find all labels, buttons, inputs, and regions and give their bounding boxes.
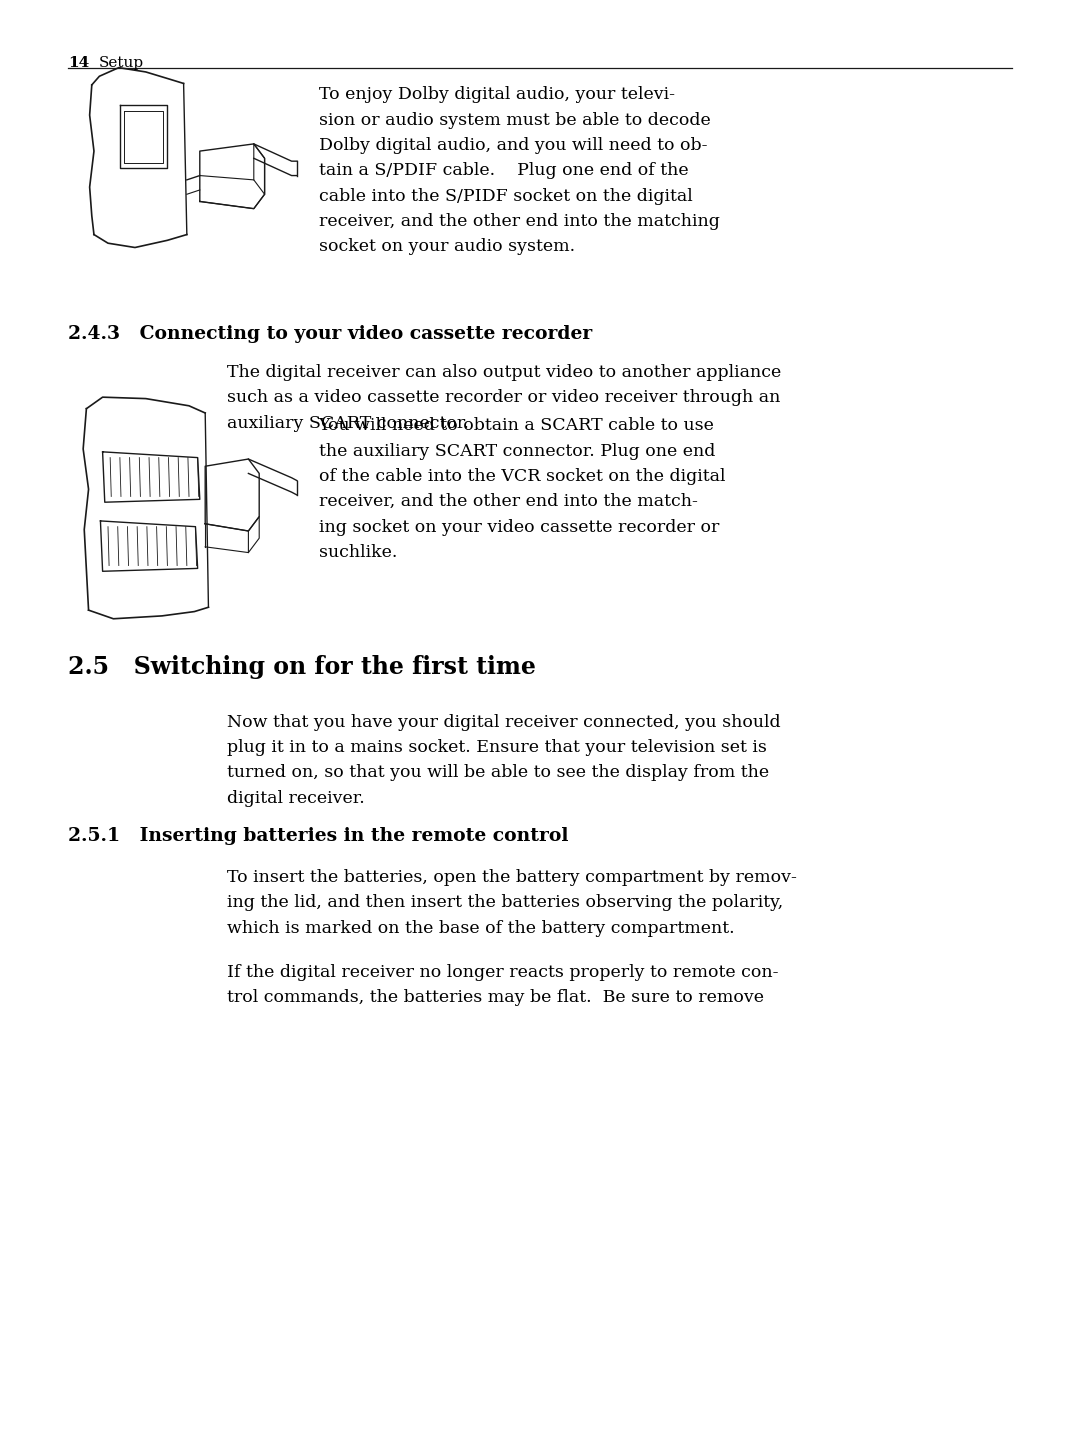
Text: 14: 14 (68, 56, 90, 71)
Text: sion or audio system must be able to decode: sion or audio system must be able to dec… (319, 112, 711, 128)
Text: The digital receiver can also output video to another appliance: The digital receiver can also output vid… (227, 364, 781, 381)
Text: which is marked on the base of the battery compartment.: which is marked on the base of the batte… (227, 920, 734, 937)
Text: plug it in to a mains socket. Ensure that your television set is: plug it in to a mains socket. Ensure tha… (227, 740, 767, 755)
Text: receiver, and the other end into the matching: receiver, and the other end into the mat… (319, 213, 719, 230)
Text: ing the lid, and then insert the batteries observing the polarity,: ing the lid, and then insert the batteri… (227, 895, 783, 911)
Text: To insert the batteries, open the battery compartment by remov-: To insert the batteries, open the batter… (227, 869, 797, 886)
Text: socket on your audio system.: socket on your audio system. (319, 239, 575, 255)
Text: 2.5.1   Inserting batteries in the remote control: 2.5.1 Inserting batteries in the remote … (68, 827, 568, 846)
Text: the auxiliary SCART connector. Plug one end: the auxiliary SCART connector. Plug one … (319, 443, 715, 459)
Text: ing socket on your video cassette recorder or: ing socket on your video cassette record… (319, 518, 719, 535)
Text: Setup: Setup (98, 56, 144, 71)
Text: Now that you have your digital receiver connected, you should: Now that you have your digital receiver … (227, 714, 781, 731)
Text: such as a video cassette recorder or video receiver through an: such as a video cassette recorder or vid… (227, 390, 780, 406)
Text: auxiliary SCART connector.: auxiliary SCART connector. (227, 414, 469, 432)
Text: 2.5   Switching on for the first time: 2.5 Switching on for the first time (68, 655, 536, 679)
Text: of the cable into the VCR socket on the digital: of the cable into the VCR socket on the … (319, 468, 725, 485)
Text: digital receiver.: digital receiver. (227, 790, 365, 807)
Text: To enjoy Dolby digital audio, your televi-: To enjoy Dolby digital audio, your telev… (319, 86, 675, 104)
Text: 2.4.3   Connecting to your video cassette recorder: 2.4.3 Connecting to your video cassette … (68, 325, 592, 344)
Text: turned on, so that you will be able to see the display from the: turned on, so that you will be able to s… (227, 764, 769, 781)
Text: suchlike.: suchlike. (319, 544, 397, 561)
Text: cable into the S/PIDF socket on the digital: cable into the S/PIDF socket on the digi… (319, 187, 692, 204)
Text: You will need to obtain a SCART cable to use: You will need to obtain a SCART cable to… (319, 417, 715, 435)
Text: tain a S/PDIF cable.    Plug one end of the: tain a S/PDIF cable. Plug one end of the (319, 163, 688, 180)
Text: Dolby digital audio, and you will need to ob-: Dolby digital audio, and you will need t… (319, 137, 707, 154)
Text: receiver, and the other end into the match-: receiver, and the other end into the mat… (319, 494, 698, 511)
Text: trol commands, the batteries may be flat.  Be sure to remove: trol commands, the batteries may be flat… (227, 990, 764, 1006)
Text: If the digital receiver no longer reacts properly to remote con-: If the digital receiver no longer reacts… (227, 964, 779, 981)
